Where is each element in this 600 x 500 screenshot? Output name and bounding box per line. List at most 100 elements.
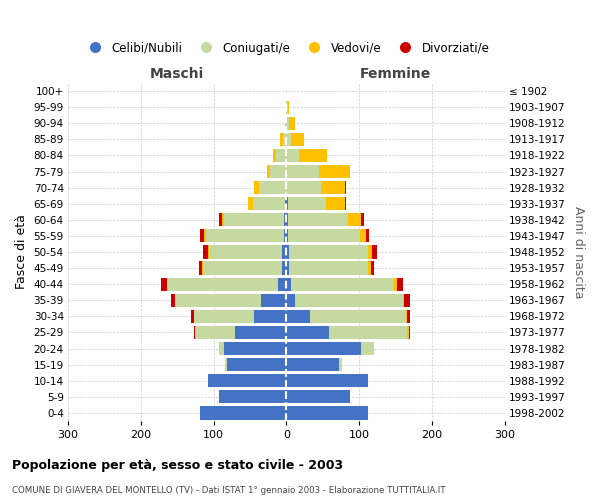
Bar	[254, 310, 286, 323]
Bar	[266, 165, 270, 178]
Text: COMUNE DI GIAVERA DEL MONTELLO (TV) - Dati ISTAT 1° gennaio 2003 - Elaborazione : COMUNE DI GIAVERA DEL MONTELLO (TV) - Da…	[12, 486, 445, 495]
Bar	[284, 230, 286, 242]
Bar	[397, 278, 403, 291]
Bar	[286, 149, 299, 162]
Y-axis label: Fasce di età: Fasce di età	[15, 214, 28, 290]
Bar	[200, 230, 204, 242]
Bar	[290, 132, 304, 146]
Bar	[295, 294, 403, 307]
Y-axis label: Anni di nascita: Anni di nascita	[572, 206, 585, 298]
Text: Femmine: Femmine	[360, 68, 431, 82]
Bar	[202, 262, 203, 274]
Bar	[273, 149, 276, 162]
Bar	[286, 213, 289, 226]
Bar	[286, 390, 350, 404]
Bar	[286, 132, 290, 146]
Bar	[286, 181, 321, 194]
Bar	[270, 165, 286, 178]
Bar	[208, 374, 286, 388]
Bar	[280, 132, 283, 146]
Bar	[286, 358, 340, 371]
Bar	[371, 262, 374, 274]
Bar	[175, 294, 261, 307]
Bar	[208, 246, 209, 258]
Bar	[225, 358, 227, 371]
Bar	[194, 326, 196, 339]
Bar	[372, 246, 377, 258]
Bar	[196, 326, 235, 339]
Bar	[407, 310, 410, 323]
Bar	[394, 278, 397, 291]
Bar	[289, 246, 368, 258]
Bar	[286, 116, 289, 130]
Bar	[403, 294, 404, 307]
Bar	[218, 342, 224, 355]
Bar	[283, 132, 286, 146]
Bar	[282, 262, 286, 274]
Bar	[286, 342, 361, 355]
Bar	[290, 278, 394, 291]
Bar	[286, 100, 288, 114]
Bar	[344, 197, 346, 210]
Bar	[218, 213, 221, 226]
Bar	[409, 326, 410, 339]
Bar	[218, 390, 286, 404]
Bar	[340, 358, 343, 371]
Bar	[289, 262, 368, 274]
Bar	[170, 294, 175, 307]
Bar	[286, 246, 289, 258]
Bar	[288, 197, 326, 210]
Bar	[286, 374, 368, 388]
Bar	[286, 406, 368, 420]
Bar	[227, 358, 286, 371]
Bar	[289, 230, 360, 242]
Bar	[282, 246, 286, 258]
Bar	[310, 310, 406, 323]
Bar	[161, 278, 167, 291]
Bar	[360, 230, 365, 242]
Bar	[254, 181, 259, 194]
Bar	[299, 149, 327, 162]
Bar	[319, 165, 350, 178]
Text: Popolazione per età, sesso e stato civile - 2003: Popolazione per età, sesso e stato civil…	[12, 460, 343, 472]
Bar	[191, 310, 194, 323]
Bar	[407, 326, 409, 339]
Bar	[235, 326, 286, 339]
Bar	[361, 342, 374, 355]
Bar	[259, 181, 286, 194]
Bar	[286, 326, 329, 339]
Bar	[344, 181, 346, 194]
Bar	[288, 100, 289, 114]
Bar	[284, 213, 286, 226]
Bar	[286, 278, 290, 291]
Bar	[286, 230, 289, 242]
Bar	[167, 278, 278, 291]
Bar	[286, 262, 289, 274]
Bar	[221, 213, 224, 226]
Bar	[285, 197, 286, 210]
Bar	[361, 213, 364, 226]
Bar	[224, 342, 286, 355]
Text: Maschi: Maschi	[150, 68, 204, 82]
Bar	[203, 246, 208, 258]
Bar	[224, 213, 284, 226]
Legend: Celibi/Nubili, Coniugati/e, Vedovi/e, Divorziati/e: Celibi/Nubili, Coniugati/e, Vedovi/e, Di…	[83, 42, 490, 54]
Bar	[285, 116, 286, 130]
Bar	[368, 246, 372, 258]
Bar	[278, 278, 286, 291]
Bar	[289, 213, 348, 226]
Bar	[248, 197, 253, 210]
Bar	[203, 262, 282, 274]
Bar	[276, 149, 286, 162]
Bar	[206, 230, 284, 242]
Bar	[368, 262, 371, 274]
Bar	[209, 246, 282, 258]
Bar	[406, 310, 407, 323]
Bar	[321, 181, 344, 194]
Bar	[286, 310, 310, 323]
Bar	[365, 230, 368, 242]
Bar	[286, 294, 295, 307]
Bar	[204, 230, 206, 242]
Bar	[329, 326, 407, 339]
Bar	[286, 165, 319, 178]
